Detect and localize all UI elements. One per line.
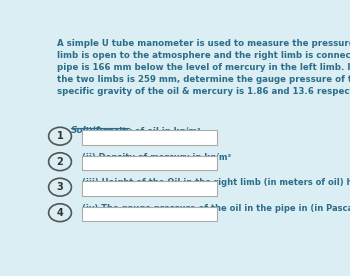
Text: (ii) Density of mercury in kg/m³: (ii) Density of mercury in kg/m³	[82, 153, 231, 162]
Text: 4: 4	[57, 208, 63, 218]
Text: (iv) The gauge pressure of the oil in the pipe in (in Pascal): (iv) The gauge pressure of the oil in th…	[82, 204, 350, 213]
FancyBboxPatch shape	[82, 207, 217, 221]
FancyBboxPatch shape	[82, 156, 217, 170]
Text: A simple U tube manometer is used to measure the pressure of oil flowing in a pi: A simple U tube manometer is used to mea…	[57, 39, 350, 96]
Text: 1: 1	[57, 131, 63, 141]
FancyBboxPatch shape	[82, 130, 217, 145]
Text: (i) Density of oil in kg/m³: (i) Density of oil in kg/m³	[82, 127, 200, 136]
Text: (iii) Height of the Oil in the right limb (in meters of oil) h₁: (iii) Height of the Oil in the right lim…	[82, 178, 350, 187]
Text: Solution:: Solution:	[71, 126, 117, 135]
Text: 3: 3	[57, 182, 63, 192]
Text: 2: 2	[57, 157, 63, 167]
FancyBboxPatch shape	[82, 181, 217, 196]
